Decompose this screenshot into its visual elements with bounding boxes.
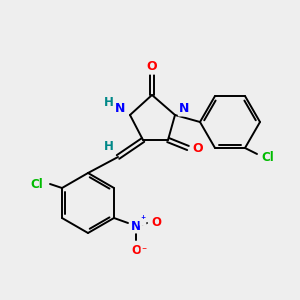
Text: Cl: Cl [262,152,275,164]
Text: N: N [131,220,141,232]
Text: H: H [104,140,114,154]
Text: Cl: Cl [31,178,44,190]
Text: ⁻: ⁻ [141,246,146,256]
Text: ⁺: ⁺ [140,215,146,225]
Text: H: H [104,95,114,109]
Text: N: N [115,103,125,116]
Text: O: O [131,244,141,256]
Text: O: O [147,61,157,74]
Text: O: O [151,215,161,229]
Text: N: N [179,103,189,116]
Text: O: O [193,142,203,154]
